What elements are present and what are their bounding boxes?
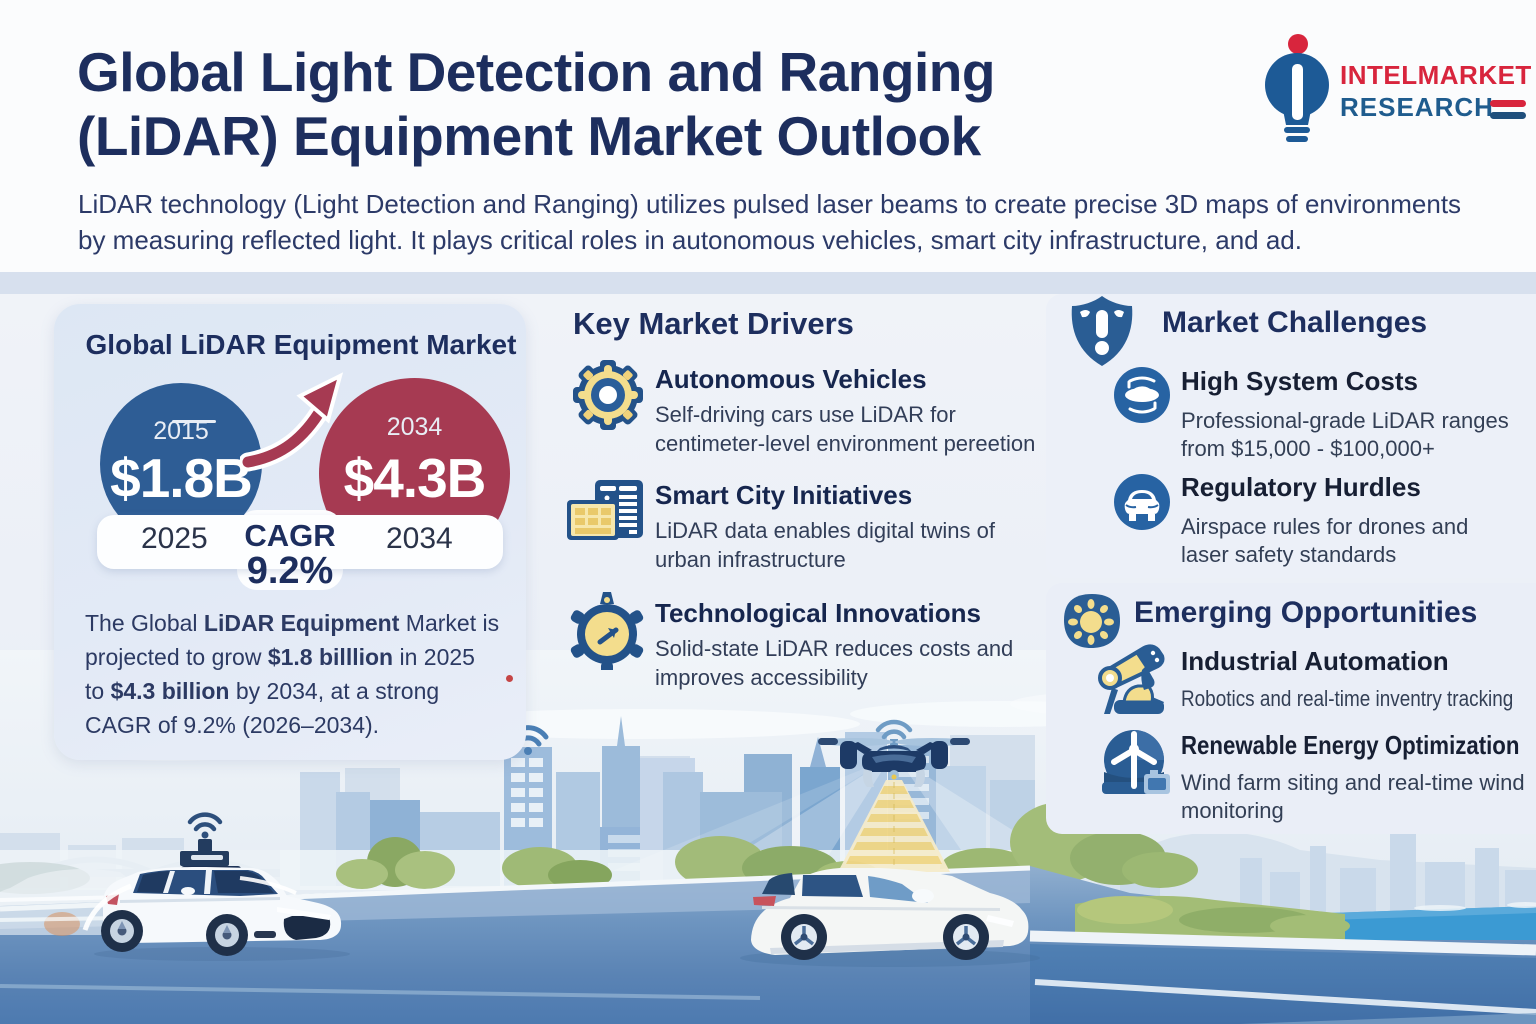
svg-text:RESEARCH: RESEARCH [1340, 92, 1494, 122]
svg-text:INTELMARKET: INTELMARKET [1340, 60, 1531, 90]
